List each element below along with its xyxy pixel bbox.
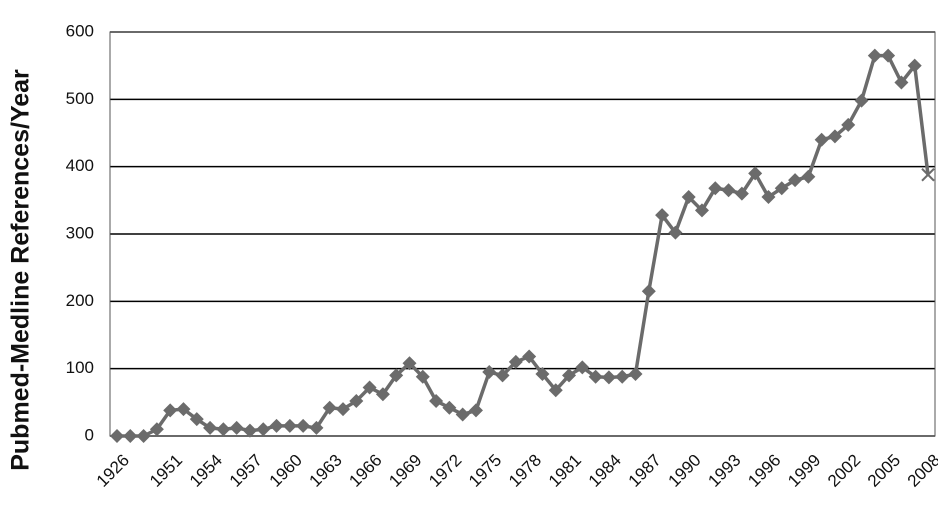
point-marker [442, 400, 457, 415]
point-marker [309, 420, 324, 435]
plot-frame [109, 31, 936, 437]
point-marker [269, 418, 284, 433]
point-marker [163, 403, 178, 418]
point-marker [575, 360, 590, 375]
point-marker [362, 380, 377, 395]
point-marker [349, 393, 364, 408]
point-marker [229, 420, 244, 435]
point-marker [375, 387, 390, 402]
y-tick-label: 400 [66, 156, 94, 175]
point-marker [429, 393, 444, 408]
x-tick-label: 1951 [146, 451, 186, 491]
point-marker [455, 407, 470, 422]
point-marker [854, 93, 869, 108]
point-marker [921, 168, 935, 182]
x-tick-label: 1957 [226, 451, 266, 491]
point-marker [508, 354, 523, 369]
point-marker [203, 420, 218, 435]
point-marker [322, 400, 337, 415]
point-marker [615, 369, 630, 384]
y-tick-label: 600 [66, 21, 94, 40]
x-tick-label: 1996 [744, 451, 784, 491]
x-tick-label: 1987 [625, 451, 665, 491]
y-tick-label: 500 [66, 89, 94, 108]
point-marker [601, 370, 616, 385]
x-tick-label: 1969 [385, 451, 425, 491]
point-marker [655, 208, 670, 223]
x-tick-label: 1981 [545, 451, 585, 491]
point-marker [588, 369, 603, 384]
point-marker [734, 186, 749, 201]
point-marker [522, 349, 537, 364]
y-tick-label: 0 [85, 425, 94, 444]
x-tick-label: 1975 [465, 451, 505, 491]
point-marker [708, 181, 723, 196]
point-marker [801, 169, 816, 184]
point-marker [415, 369, 430, 384]
line [117, 53, 930, 438]
point-marker [482, 365, 497, 380]
x-tick-label: 1972 [425, 451, 465, 491]
y-axis-label: Pubmed-Medline References/Year [7, 69, 35, 471]
point-marker [282, 418, 297, 433]
x-tick-label: 2008 [904, 451, 938, 491]
point-marker [296, 418, 311, 433]
x-tick-label: 1984 [585, 451, 625, 491]
point-marker [761, 189, 776, 204]
point-marker [336, 402, 351, 417]
point-marker [841, 117, 856, 132]
point-marker [867, 48, 882, 63]
point-marker [535, 367, 550, 382]
point-marker [748, 166, 763, 181]
point-marker [894, 75, 909, 90]
point-marker [136, 429, 151, 443]
point-marker [694, 203, 709, 218]
point-marker [389, 368, 404, 383]
x-tick-label: 1999 [784, 451, 824, 491]
point-marker [548, 383, 563, 398]
point-marker [256, 422, 271, 437]
point-marker [402, 356, 417, 371]
x-tick-label: 1963 [306, 451, 346, 491]
point-marker [495, 368, 510, 383]
point-marker [907, 58, 922, 73]
x-tick-label: 1990 [665, 451, 705, 491]
x-tick-label: 1960 [266, 451, 306, 491]
x-tick-label: 1966 [345, 451, 385, 491]
point-marker [242, 423, 257, 438]
x-tick-label: 1954 [186, 451, 226, 491]
point-marker [628, 367, 643, 382]
point-marker [110, 429, 124, 443]
point-marker [774, 181, 789, 196]
point-marker [788, 173, 803, 188]
x-tick-label: 2005 [864, 451, 904, 491]
point-marker [814, 132, 829, 147]
point-marker [827, 129, 842, 144]
x-tick-label: 1993 [704, 451, 744, 491]
point-marker [216, 422, 231, 437]
y-tick-label: 100 [66, 358, 94, 377]
point-marker [681, 189, 696, 204]
y-tick-label: 200 [66, 291, 94, 310]
point-marker [189, 412, 204, 427]
point-marker [721, 183, 736, 198]
point-marker [881, 48, 896, 63]
point-marker [468, 403, 483, 418]
point-marker [562, 368, 577, 383]
x-tick-label: 1926 [93, 451, 133, 491]
y-tick-label: 300 [66, 223, 94, 242]
point-marker [123, 429, 138, 443]
point-marker [149, 422, 164, 437]
x-tick-label: 2002 [824, 451, 864, 491]
point-marker [641, 284, 656, 299]
x-tick-label: 1978 [505, 451, 545, 491]
point-marker [668, 225, 683, 240]
point-marker [176, 402, 191, 417]
